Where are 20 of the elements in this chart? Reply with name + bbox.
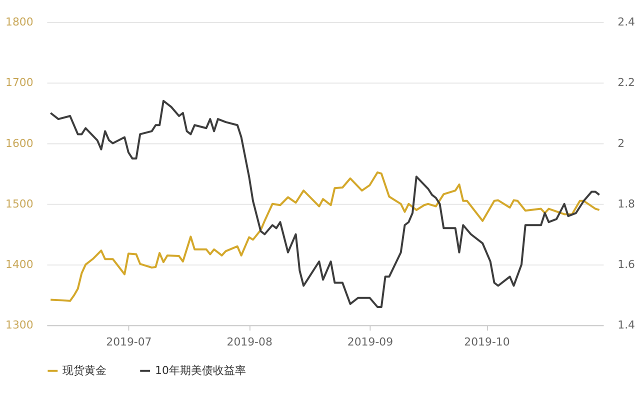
x-tick-label: 2019-10 — [464, 336, 510, 349]
y2-tick-label: 2.4 — [618, 16, 636, 29]
y2-tick-label: 2.2 — [618, 76, 636, 90]
y2-tick-label: 1.8 — [618, 197, 636, 210]
line-series — [50, 171, 600, 302]
x-tick-label: 2019-07 — [106, 336, 152, 349]
x-tick-label: 2019-08 — [226, 336, 272, 349]
y2-tick-label: 1.6 — [618, 258, 636, 272]
y-tick-label: 1700 — [5, 76, 34, 90]
x-tick-label: 2019-09 — [347, 336, 394, 349]
y2-tick-label: 2 — [618, 136, 625, 150]
y-tick-label: 1800 — [5, 16, 34, 29]
legend-label: 现货黄金 — [62, 364, 107, 377]
y-tick-label: 1400 — [5, 258, 34, 272]
y-tick-label: 1500 — [5, 197, 34, 210]
y2-tick-label: 1.4 — [618, 318, 636, 332]
y-tick-label: 1300 — [5, 318, 34, 332]
y-tick-label: 1600 — [5, 136, 34, 150]
line-series — [50, 100, 600, 308]
legend-label: 10年期美债收益率 — [155, 364, 246, 377]
